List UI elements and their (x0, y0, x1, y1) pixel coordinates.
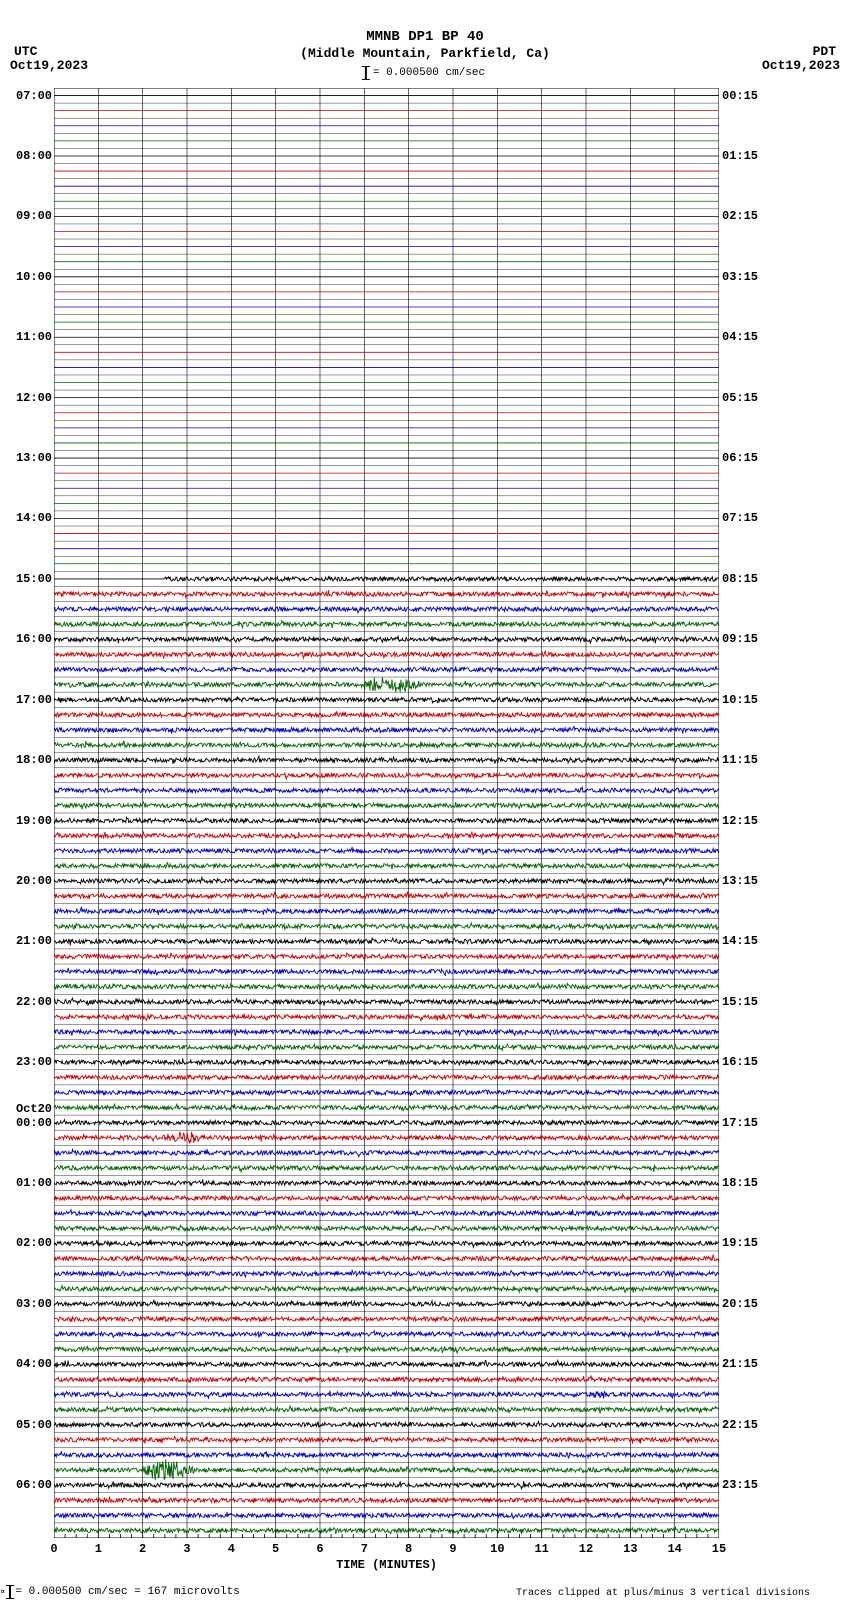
y-right-hour-label: 02:15 (722, 209, 772, 223)
y-left-hour-label: 02:00 (8, 1236, 52, 1250)
scale-bar-icon (365, 66, 367, 80)
tz-left-label: UTC (14, 44, 37, 59)
y-right-hour-label: 00:15 (722, 89, 772, 103)
footer-right-text: Traces clipped at plus/minus 3 vertical … (516, 1588, 810, 1599)
y-axis-right: 00:15 01:15 02:15 03:15 04:15 05:15 06:15 07:15… (722, 88, 772, 1538)
y-left-hour-label: 05:00 (8, 1418, 52, 1432)
y-right-hour-label: 06:15 (722, 451, 772, 465)
x-tick-label: 6 (316, 1542, 323, 1556)
y-right-hour-label: 23:15 (722, 1478, 772, 1492)
x-tick-label: 7 (361, 1542, 368, 1556)
scale-indicator: = 0.000500 cm/sec (365, 66, 485, 80)
y-right-hour-label: 22:15 (722, 1418, 772, 1432)
y-right-hour-label: 14:15 (722, 934, 772, 948)
y-right-hour-label: 01:15 (722, 149, 772, 163)
y-left-hour-label: 19:00 (8, 814, 52, 828)
y-left-hour-label: 06:00 (8, 1478, 52, 1492)
x-tick-label: 1 (95, 1542, 102, 1556)
chart-header: MMNB DP1 BP 40 (Middle Mountain, Parkfie… (0, 28, 850, 63)
y-left-hour-label: 00:00 (8, 1116, 52, 1130)
date-right-label: Oct19,2023 (762, 58, 840, 73)
x-tick-label: 13 (623, 1542, 637, 1556)
y-left-hour-label: 23:00 (8, 1055, 52, 1069)
y-left-hour-label: 16:00 (8, 632, 52, 646)
scale-bar-icon (9, 1585, 11, 1599)
y-right-hour-label: 04:15 (722, 330, 772, 344)
y-left-hour-label: 01:00 (8, 1176, 52, 1190)
y-right-hour-label: 21:15 (722, 1357, 772, 1371)
seismogram-svg (54, 88, 719, 1538)
footer-left: ∝ = 0.000500 cm/sec = 167 microvolts (0, 1585, 240, 1599)
y-left-hour-label: 18:00 (8, 753, 52, 767)
y-right-hour-label: 12:15 (722, 814, 772, 828)
y-left-hour-label: 12:00 (8, 391, 52, 405)
x-tick-label: 4 (228, 1542, 235, 1556)
x-tick-label: 11 (534, 1542, 548, 1556)
y-left-hour-label: 11:00 (8, 330, 52, 344)
station-title: MMNB DP1 BP 40 (0, 28, 850, 46)
y-left-hour-label: 03:00 (8, 1297, 52, 1311)
y-left-hour-label: 10:00 (8, 270, 52, 284)
y-right-hour-label: 11:15 (722, 753, 772, 767)
y-left-hour-label: 22:00 (8, 995, 52, 1009)
x-tick-label: 12 (579, 1542, 593, 1556)
y-left-hour-label: 20:00 (8, 874, 52, 888)
y-left-hour-label: 09:00 (8, 209, 52, 223)
x-tick-label: 5 (272, 1542, 279, 1556)
y-right-hour-label: 08:15 (722, 572, 772, 586)
y-right-hour-label: 09:15 (722, 632, 772, 646)
footer-left-text: = 0.000500 cm/sec = 167 microvolts (15, 1586, 239, 1598)
y-right-hour-label: 15:15 (722, 995, 772, 1009)
y-right-hour-label: 07:15 (722, 511, 772, 525)
x-tick-label: 10 (490, 1542, 504, 1556)
y-right-hour-label: 13:15 (722, 874, 772, 888)
x-tick-label: 9 (449, 1542, 456, 1556)
y-right-hour-label: 05:15 (722, 391, 772, 405)
y-left-hour-label: 04:00 (8, 1357, 52, 1371)
y-left-hour-label: 07:00 (8, 89, 52, 103)
x-tick-label: 15 (712, 1542, 726, 1556)
y-left-hour-label: 13:00 (8, 451, 52, 465)
y-right-hour-label: 18:15 (722, 1176, 772, 1190)
x-tick-label: 0 (50, 1542, 57, 1556)
x-tick-label: 2 (139, 1542, 146, 1556)
station-subtitle: (Middle Mountain, Parkfield, Ca) (0, 46, 850, 63)
y-right-hour-label: 16:15 (722, 1055, 772, 1069)
x-tick-label: 3 (183, 1542, 190, 1556)
y-left-hour-label: 17:00 (8, 693, 52, 707)
tz-right-label: PDT (813, 44, 836, 59)
x-tick-label: 8 (405, 1542, 412, 1556)
date-left-label: Oct19,2023 (10, 58, 88, 73)
y-left-hour-label: 15:00 (8, 572, 52, 586)
y-left-hour-label: 21:00 (8, 934, 52, 948)
y-axis-left: 07:00 08:00 09:00 10:00 11:00 12:00 13:00 14:00… (8, 88, 52, 1538)
seismogram-plot (54, 88, 719, 1538)
y-left-hour-label: 14:00 (8, 511, 52, 525)
x-tick-label: 14 (667, 1542, 681, 1556)
scale-text: = 0.000500 cm/sec (373, 67, 485, 79)
y-left-hour-label: 08:00 (8, 149, 52, 163)
x-axis-title: TIME (MINUTES) (54, 1558, 719, 1572)
y-right-hour-label: 20:15 (722, 1297, 772, 1311)
y-right-hour-label: 17:15 (722, 1116, 772, 1130)
day-break-label: Oct20 (8, 1102, 52, 1116)
y-right-hour-label: 10:15 (722, 693, 772, 707)
y-right-hour-label: 03:15 (722, 270, 772, 284)
y-right-hour-label: 19:15 (722, 1236, 772, 1250)
